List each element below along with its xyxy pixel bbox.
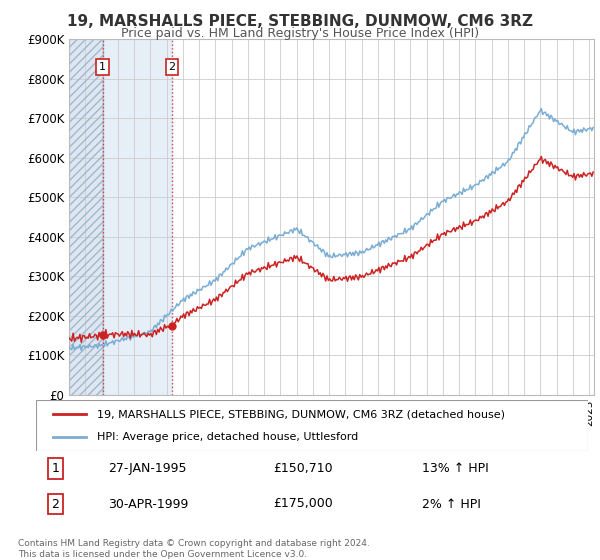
Text: £175,000: £175,000 [274,497,333,511]
Text: 13% ↑ HPI: 13% ↑ HPI [422,462,489,475]
Text: 19, MARSHALLS PIECE, STEBBING, DUNMOW, CM6 3RZ (detached house): 19, MARSHALLS PIECE, STEBBING, DUNMOW, C… [97,409,505,419]
Text: £150,710: £150,710 [274,462,333,475]
Text: 2: 2 [169,62,175,72]
Text: 19, MARSHALLS PIECE, STEBBING, DUNMOW, CM6 3RZ: 19, MARSHALLS PIECE, STEBBING, DUNMOW, C… [67,14,533,29]
Text: 2% ↑ HPI: 2% ↑ HPI [422,497,481,511]
FancyBboxPatch shape [36,400,588,451]
Text: 30-APR-1999: 30-APR-1999 [108,497,188,511]
Text: 1: 1 [99,62,106,72]
Text: Price paid vs. HM Land Registry's House Price Index (HPI): Price paid vs. HM Land Registry's House … [121,27,479,40]
Text: 27-JAN-1995: 27-JAN-1995 [108,462,186,475]
Bar [103,39,172,395]
Text: 2: 2 [52,497,59,511]
Bar [69,39,103,395]
Text: Contains HM Land Registry data © Crown copyright and database right 2024.
This d: Contains HM Land Registry data © Crown c… [18,539,370,559]
Bar [69,39,103,395]
Text: HPI: Average price, detached house, Uttlesford: HPI: Average price, detached house, Uttl… [97,432,358,442]
Text: 1: 1 [52,462,59,475]
